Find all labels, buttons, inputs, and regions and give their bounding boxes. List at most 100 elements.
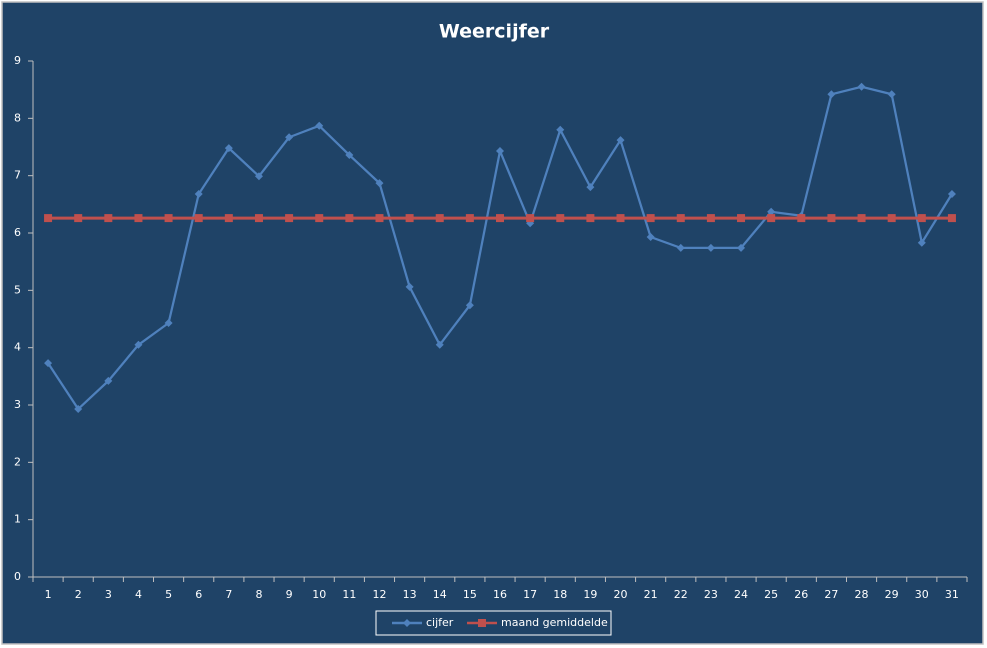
marker — [616, 214, 625, 223]
x-tick-label: 21 — [644, 588, 658, 601]
y-tick-label: 7 — [14, 169, 21, 182]
marker — [315, 121, 324, 130]
marker — [917, 238, 926, 247]
marker — [194, 190, 203, 199]
marker — [496, 147, 504, 156]
marker — [315, 214, 324, 223]
x-tick-label: 27 — [824, 588, 838, 601]
x-tick-label: 12 — [372, 588, 386, 601]
y-tick-label: 5 — [14, 283, 21, 296]
x-tick-label: 7 — [225, 588, 232, 601]
x-tick-label: 4 — [135, 588, 142, 601]
x-tick-label: 9 — [286, 588, 293, 601]
marker — [887, 90, 896, 99]
marker — [767, 207, 776, 216]
marker — [737, 243, 746, 252]
marker — [857, 214, 866, 223]
marker — [134, 340, 143, 349]
marker — [947, 190, 956, 199]
marker — [526, 214, 535, 223]
marker — [465, 214, 474, 223]
marker — [375, 179, 384, 188]
marker — [375, 214, 384, 223]
marker — [646, 233, 655, 242]
legend-label: cijfer — [426, 616, 454, 629]
marker — [285, 214, 294, 223]
marker — [435, 340, 444, 349]
marker — [586, 183, 595, 192]
y-tick-label: 6 — [14, 226, 21, 239]
marker — [827, 214, 836, 223]
marker — [345, 151, 354, 160]
marker — [104, 376, 113, 385]
x-tick-label: 23 — [704, 588, 718, 601]
y-tick-label: 0 — [14, 570, 21, 583]
marker — [164, 319, 173, 328]
x-tick-label: 5 — [165, 588, 172, 601]
marker — [224, 214, 233, 223]
marker — [797, 214, 806, 223]
x-tick-label: 30 — [915, 588, 929, 601]
marker — [403, 619, 411, 627]
x-tick-label: 26 — [794, 588, 808, 601]
marker — [254, 172, 263, 181]
x-tick-label: 15 — [463, 588, 477, 601]
marker — [706, 243, 715, 252]
x-tick-label: 11 — [342, 588, 356, 601]
marker — [496, 214, 504, 223]
marker — [104, 214, 113, 223]
x-tick-label: 10 — [312, 588, 326, 601]
marker — [616, 136, 625, 145]
x-tick-label: 3 — [105, 588, 112, 601]
marker — [74, 214, 83, 223]
y-tick-label: 4 — [14, 341, 21, 354]
x-tick-label: 24 — [734, 588, 748, 601]
marker — [164, 214, 173, 223]
x-tick-label: 6 — [195, 588, 202, 601]
marker — [405, 282, 414, 291]
x-tick-label: 18 — [553, 588, 567, 601]
marker — [947, 214, 956, 223]
marker — [478, 619, 486, 627]
marker — [44, 214, 53, 223]
x-tick-label: 29 — [885, 588, 899, 601]
x-tick-label: 28 — [855, 588, 869, 601]
marker — [556, 125, 565, 134]
x-tick-label: 2 — [75, 588, 82, 601]
marker — [465, 301, 474, 310]
x-tick-label: 17 — [523, 588, 537, 601]
marker — [706, 214, 715, 223]
x-tick-label: 13 — [403, 588, 417, 601]
marker — [646, 214, 655, 223]
marker — [767, 214, 776, 223]
chart-title: Weercijfer — [439, 21, 550, 43]
marker — [857, 82, 866, 91]
marker — [917, 214, 926, 223]
x-tick-label: 20 — [614, 588, 628, 601]
legend-label: maand gemiddelde — [501, 616, 608, 629]
x-tick-label: 31 — [945, 588, 959, 601]
x-tick-label: 25 — [764, 588, 778, 601]
marker — [676, 214, 685, 223]
y-tick-label: 3 — [14, 398, 21, 411]
y-tick-label: 1 — [14, 513, 21, 526]
marker — [405, 214, 414, 223]
marker — [74, 405, 83, 414]
y-tick-label: 9 — [14, 54, 21, 67]
y-tick-label: 2 — [14, 455, 21, 468]
marker — [827, 90, 836, 99]
marker — [194, 214, 203, 223]
marker — [556, 214, 565, 223]
marker — [586, 214, 595, 223]
marker — [887, 214, 896, 223]
x-tick-label: 8 — [255, 588, 262, 601]
marker — [345, 214, 354, 223]
x-tick-label: 22 — [674, 588, 688, 601]
marker — [44, 359, 53, 368]
marker — [254, 214, 263, 223]
y-tick-label: 8 — [14, 111, 21, 124]
marker — [676, 243, 685, 252]
